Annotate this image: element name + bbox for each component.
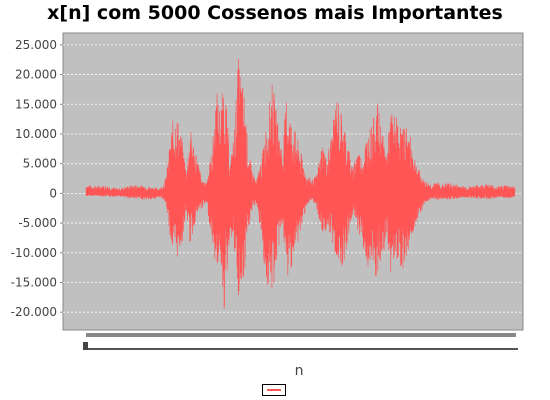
- legend: [262, 384, 286, 396]
- chart-title: x[n] com 5000 Cossenos mais Importantes: [47, 2, 503, 24]
- y-tick-label: -10.000: [11, 246, 57, 260]
- y-tick-label: 25.000: [15, 38, 57, 52]
- x-axis-label: n: [295, 363, 304, 379]
- y-tick-label: 15.000: [15, 97, 57, 111]
- y-axis-ticks: 25.000 20.000 15.000 10.000 5.000 0 -5.000 -10.…: [11, 38, 63, 319]
- series-layer: [85, 59, 516, 309]
- y-tick-label: 0: [49, 186, 57, 200]
- y-tick-label: -20.000: [11, 305, 57, 319]
- y-tick-label: -15.000: [11, 275, 57, 289]
- x-axis-tick-marker: [83, 342, 88, 350]
- y-tick-label: -5.000: [18, 216, 57, 230]
- series-line: [85, 59, 516, 309]
- y-tick-label: 5.000: [23, 157, 57, 171]
- x-axis-bar: [86, 333, 516, 337]
- y-tick-label: 20.000: [15, 68, 57, 82]
- y-tick-label: 10.000: [15, 127, 57, 141]
- legend-swatch: [267, 389, 281, 391]
